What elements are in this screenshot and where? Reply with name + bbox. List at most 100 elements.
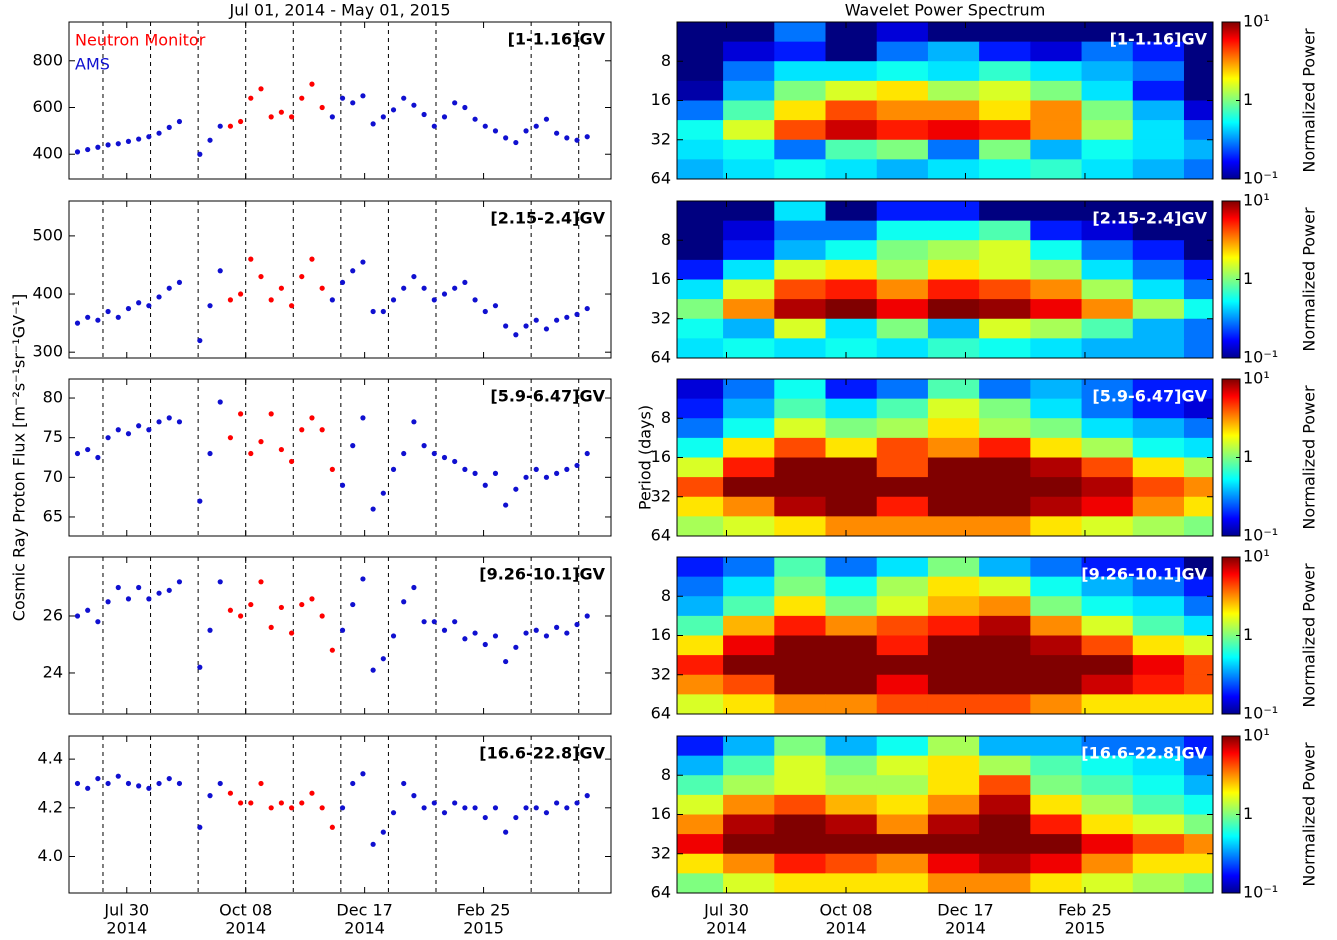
heatmap-cell xyxy=(1132,635,1185,656)
heatmap-cell xyxy=(1081,694,1134,714)
heatmap-cell xyxy=(825,596,878,617)
heatmap-cell xyxy=(1081,159,1134,179)
data-point xyxy=(115,584,121,591)
heatmap-cell xyxy=(1081,220,1134,241)
heatmap-cell xyxy=(774,477,827,498)
heatmap-cell xyxy=(774,794,827,816)
y-tick-label: 500 xyxy=(32,225,63,244)
data-point xyxy=(411,793,417,799)
data-point xyxy=(543,474,550,480)
heatmap-cell xyxy=(1183,834,1213,855)
heatmap-cell xyxy=(774,516,827,536)
data-point xyxy=(258,439,264,445)
plot-area xyxy=(677,557,1213,714)
heatmap-cell xyxy=(677,61,724,82)
heatmap-cell xyxy=(979,873,1031,893)
heatmap-cell xyxy=(927,418,980,439)
plot-area xyxy=(74,201,590,358)
heatmap-cell xyxy=(1183,557,1213,578)
data-point xyxy=(146,134,152,140)
data-point xyxy=(482,641,488,648)
heatmap-cell xyxy=(876,318,929,339)
data-point xyxy=(329,824,335,830)
heatmap-cell xyxy=(774,279,827,300)
heatmap-cell xyxy=(723,139,775,160)
heatmap-cell xyxy=(927,220,980,241)
heatmap-cell xyxy=(927,139,980,160)
heatmap-cell xyxy=(876,557,929,578)
data-point xyxy=(441,810,448,816)
data-point xyxy=(319,613,325,619)
data-point xyxy=(105,308,111,315)
y-tick-label: 16 xyxy=(651,625,671,644)
colorbar-label: Normalized Power xyxy=(1300,207,1319,352)
data-point xyxy=(492,633,499,639)
data-point xyxy=(329,297,335,303)
data-point xyxy=(125,780,132,787)
heatmap-cell xyxy=(825,457,878,478)
heatmap-cell xyxy=(723,853,775,874)
colorbar-label: Normalized Power xyxy=(1300,28,1319,173)
heatmap-cell xyxy=(979,139,1031,160)
data-point xyxy=(360,771,366,777)
heatmap-cell xyxy=(677,220,724,241)
heatmap-cell xyxy=(1081,736,1134,757)
heatmap-cell xyxy=(927,318,980,339)
heatmap-cell xyxy=(1030,736,1083,757)
heatmap-cell xyxy=(825,398,878,419)
heatmap-cell xyxy=(1030,596,1083,617)
heatmap-cell xyxy=(677,516,724,536)
heatmap-cell xyxy=(1183,22,1213,43)
heatmap-cell xyxy=(825,80,878,102)
data-point xyxy=(441,627,448,633)
heatmap-cell xyxy=(979,596,1031,617)
data-point xyxy=(166,285,172,291)
heatmap-cell xyxy=(723,159,775,179)
heatmap-cell xyxy=(979,299,1031,320)
data-point xyxy=(125,138,132,144)
heatmap-cell xyxy=(927,61,980,82)
heatmap-cell xyxy=(1030,674,1083,695)
data-point xyxy=(380,308,386,315)
data-point xyxy=(370,121,376,127)
data-point xyxy=(166,775,172,782)
y-tick-label: 4.2 xyxy=(38,797,63,816)
colorbar-tick-label: 1 xyxy=(1243,804,1253,823)
y-tick-label: 64 xyxy=(651,169,671,188)
data-point xyxy=(166,124,172,130)
data-point xyxy=(146,427,152,433)
heatmap-cell xyxy=(774,22,827,43)
heatmap-cell xyxy=(1081,259,1134,281)
heatmap-cell xyxy=(1132,80,1185,102)
heatmap-cell xyxy=(1081,477,1134,498)
heatmap-cell xyxy=(774,655,827,676)
x-tick-year: 2014 xyxy=(344,919,385,938)
data-point xyxy=(584,134,590,140)
heatmap-cell xyxy=(979,794,1031,816)
heatmap-cell xyxy=(927,635,980,656)
heatmap-cell xyxy=(1132,318,1185,339)
heatmap-cell xyxy=(979,379,1031,400)
heatmap-cell xyxy=(1183,379,1213,400)
data-point xyxy=(533,123,539,129)
data-point xyxy=(248,601,254,608)
heatmap-cell xyxy=(677,814,724,835)
data-point xyxy=(258,273,264,280)
data-point xyxy=(431,800,437,806)
data-point xyxy=(339,482,346,488)
heatmap-cell xyxy=(677,834,724,855)
data-point xyxy=(482,482,488,488)
data-point xyxy=(319,427,325,433)
heatmap-cell xyxy=(723,596,775,617)
heatmap-cell xyxy=(723,240,775,261)
data-point xyxy=(350,780,356,787)
data-point xyxy=(238,613,244,619)
data-point xyxy=(309,415,315,421)
heatmap-cell xyxy=(927,41,980,62)
data-point xyxy=(431,450,437,457)
heatmap-cell xyxy=(774,615,827,637)
axes-frame xyxy=(68,21,612,180)
data-point xyxy=(431,123,437,129)
heatmap-cell xyxy=(927,259,980,281)
heatmap-cell xyxy=(1132,834,1185,855)
